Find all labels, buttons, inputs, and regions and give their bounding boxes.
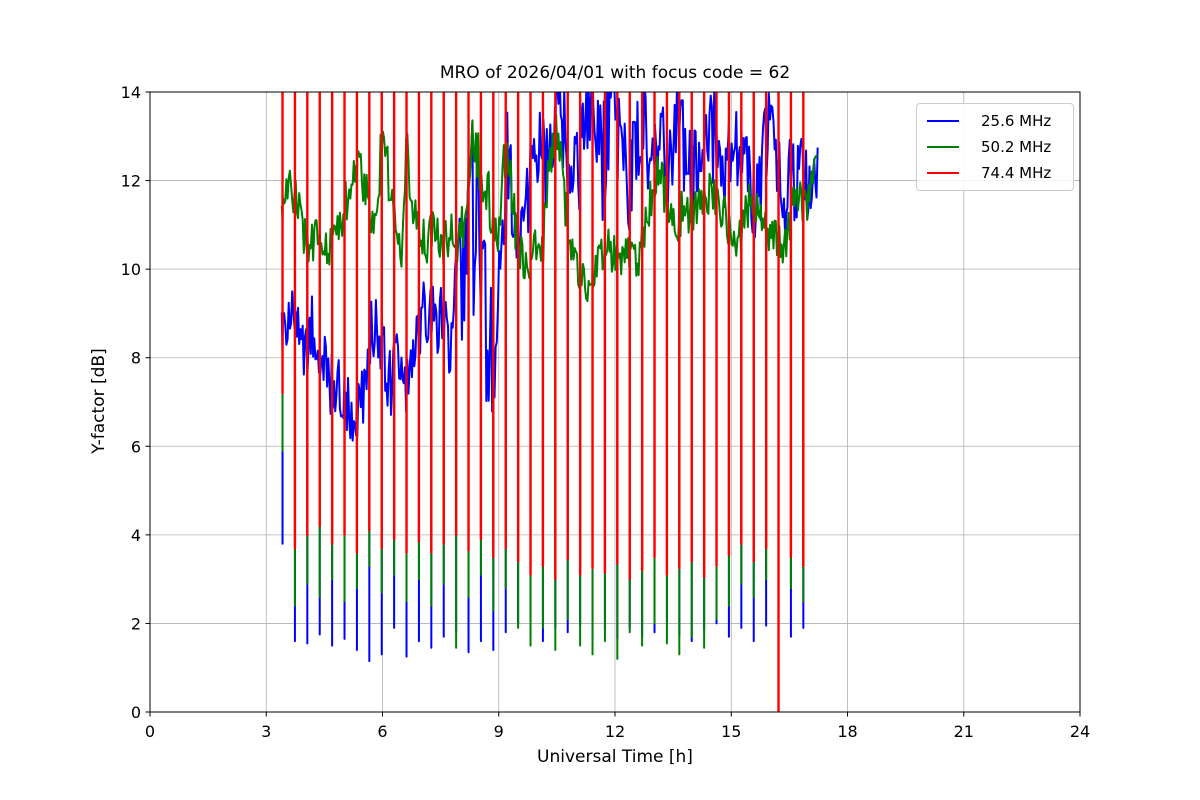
legend-item: 25.6 MHz xyxy=(927,112,1063,130)
x-tick-label: 18 xyxy=(837,722,857,741)
legend-label: 74.4 MHz xyxy=(981,164,1052,182)
y-tick-label: 4 xyxy=(131,526,141,545)
x-tick-label: 15 xyxy=(721,722,741,741)
x-tick-label: 6 xyxy=(377,722,387,741)
x-tick-label: 3 xyxy=(261,722,271,741)
y-tick-label: 14 xyxy=(121,83,141,102)
series-group xyxy=(280,92,819,712)
x-tick-label: 9 xyxy=(494,722,504,741)
y-tick-label: 12 xyxy=(121,172,141,191)
x-tick-label: 24 xyxy=(1070,722,1090,741)
legend-line-swatch xyxy=(927,120,959,122)
x-axis-label: Universal Time [h] xyxy=(537,747,693,767)
x-tick-label: 21 xyxy=(954,722,974,741)
legend-label: 25.6 MHz xyxy=(981,112,1052,130)
y-tick-label: 10 xyxy=(121,260,141,279)
legend: 25.6 MHz 50.2 MHz 74.4 MHz xyxy=(916,103,1074,191)
legend-line-swatch xyxy=(927,146,959,148)
y-tick-label: 2 xyxy=(131,614,141,633)
y-axis-label: Y-factor [dB] xyxy=(89,348,109,454)
legend-label: 50.2 MHz xyxy=(981,138,1052,156)
chart-title: MRO of 2026/04/01 with focus code = 62 xyxy=(439,63,791,83)
legend-item: 50.2 MHz xyxy=(927,138,1063,156)
legend-item: 74.4 MHz xyxy=(927,164,1063,182)
y-tick-label: 8 xyxy=(131,349,141,368)
y-tick-label: 6 xyxy=(131,437,141,456)
x-tick-label: 12 xyxy=(605,722,625,741)
x-tick-label: 0 xyxy=(145,722,155,741)
legend-line-swatch xyxy=(927,172,959,174)
y-tick-label: 0 xyxy=(131,703,141,722)
